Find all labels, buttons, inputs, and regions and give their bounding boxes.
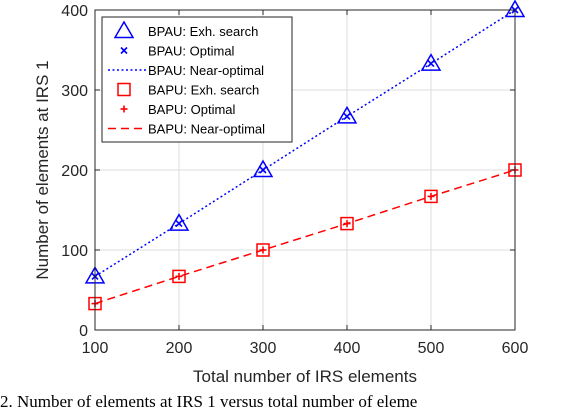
legend-label-2: BPAU: Near-optimal [148, 63, 264, 78]
data-point-3-3 [340, 216, 354, 231]
y-axis-label: Number of elements at IRS 1 [33, 60, 52, 279]
data-point-0-3 [336, 105, 358, 124]
data-point-4-3 [343, 220, 351, 228]
data-point-4-1 [175, 272, 183, 280]
y-tick-label: 0 [79, 323, 88, 340]
legend-marker-1 [120, 46, 128, 55]
x-tick-label: 600 [502, 340, 529, 357]
legend-label-4: BAPU: Optimal [148, 102, 236, 117]
x-tick-label: 200 [166, 340, 193, 357]
x-tick-label: 100 [82, 340, 109, 357]
series-lines [94, 9, 516, 305]
legend-marker-1-stroke [120, 46, 128, 55]
legend-label-1: BPAU: Optimal [148, 44, 235, 59]
x-tick-label: 400 [334, 340, 361, 357]
x-tick-label: 300 [250, 340, 277, 357]
legend-label-3: BAPU: Exh. search [148, 83, 259, 98]
series-line-5 [94, 169, 516, 305]
data-point-1-1 [175, 220, 183, 228]
legend-marker-4 [120, 105, 128, 113]
x-axis-label: Total number of IRS elements [193, 367, 417, 386]
data-point-1-4 [427, 60, 435, 68]
data-point-1-2-stroke [259, 166, 267, 174]
data-point-1-3-stroke [343, 112, 351, 120]
data-point-3-4 [424, 189, 438, 204]
legend-label-5: BAPU: Near-optimal [148, 122, 265, 137]
data-point-4-2 [259, 246, 267, 254]
data-point-0-1 [168, 213, 190, 231]
y-tick-label: 300 [61, 83, 88, 100]
legend: BPAU: Exh. search BPAU: Optimal BPAU: Near… [101, 16, 293, 143]
figure-caption: 2. Number of elements at IRS 1 versus to… [0, 392, 418, 411]
data-point-1-2 [259, 166, 267, 174]
data-point-0-4 [420, 53, 442, 71]
data-point-0-2 [252, 159, 274, 178]
legend-marker-3 [117, 82, 131, 97]
y-tick-label: 200 [61, 163, 88, 180]
series-line-2 [94, 9, 516, 278]
data-point-1-3 [343, 112, 351, 120]
data-point-3-2 [256, 243, 270, 257]
data-point-1-4-stroke [427, 60, 435, 68]
data-point-4-4 [427, 192, 435, 200]
legend-marker-0 [113, 20, 135, 39]
data-point-3-1 [172, 269, 186, 284]
legend-label-0: BPAU: Exh. search [148, 24, 258, 39]
y-tick-label: 100 [61, 243, 88, 260]
x-tick-label: 500 [418, 340, 445, 357]
data-point-1-1-stroke [175, 220, 183, 228]
y-tick-label: 400 [61, 3, 88, 20]
